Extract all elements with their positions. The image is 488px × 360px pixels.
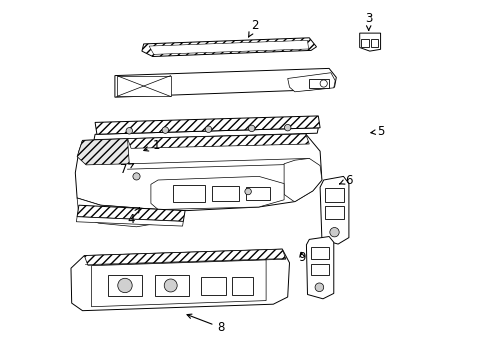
Circle shape [329,228,339,237]
Text: 2: 2 [248,19,259,37]
Polygon shape [149,40,308,54]
Polygon shape [117,76,170,96]
Text: 5: 5 [370,125,384,138]
Polygon shape [91,260,265,307]
Polygon shape [75,134,321,211]
Bar [325,188,344,202]
Polygon shape [320,176,348,244]
Text: 6: 6 [339,174,352,186]
Bar [370,39,377,47]
Circle shape [162,127,168,133]
Polygon shape [71,249,289,311]
Polygon shape [84,249,285,265]
Polygon shape [284,158,321,202]
Polygon shape [306,237,333,299]
Text: 7: 7 [120,163,133,176]
Circle shape [314,283,323,292]
Polygon shape [151,176,284,210]
Bar [172,185,204,202]
Bar [154,275,188,296]
Bar [309,79,328,88]
Circle shape [118,278,132,293]
Text: 1: 1 [143,139,160,152]
Text: 4: 4 [127,208,139,226]
Text: 8: 8 [187,314,224,334]
Bar [201,277,226,295]
Bar [246,187,269,200]
Text: 9: 9 [298,251,305,264]
Circle shape [133,173,140,180]
Bar [310,264,328,275]
Circle shape [205,126,211,132]
Polygon shape [127,134,309,148]
Polygon shape [287,73,335,92]
Text: 3: 3 [364,12,372,31]
Circle shape [320,80,326,87]
Bar [325,206,344,219]
Polygon shape [95,116,320,134]
Circle shape [248,125,254,132]
Polygon shape [77,205,185,221]
Bar [361,39,368,47]
Polygon shape [94,128,318,140]
Circle shape [164,279,177,292]
Polygon shape [115,68,336,97]
Polygon shape [77,139,129,165]
Circle shape [244,188,251,195]
Bar [212,186,239,201]
Circle shape [284,125,290,131]
Bar [231,277,253,295]
Polygon shape [76,217,183,226]
Polygon shape [77,198,158,227]
Polygon shape [359,33,380,51]
Circle shape [126,127,132,134]
Bar [310,247,328,259]
Polygon shape [142,38,316,57]
Bar [107,275,142,296]
